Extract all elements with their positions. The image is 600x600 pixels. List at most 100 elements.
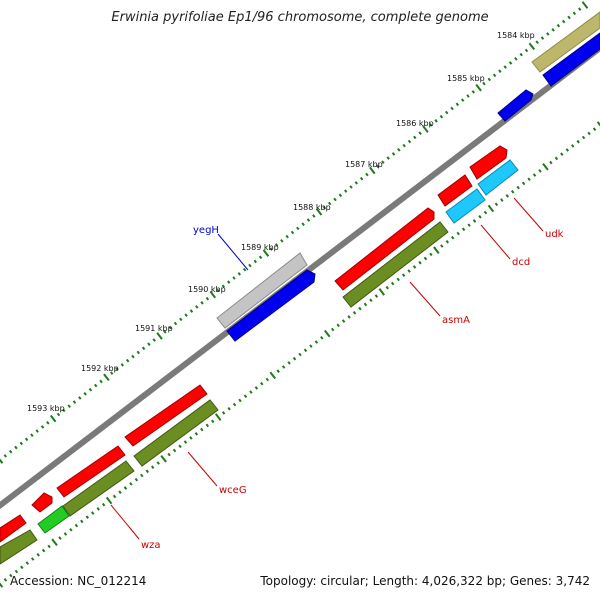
minor-tick [570,144,575,148]
blue-feature[interactable] [497,89,534,122]
major-tick [422,125,429,133]
asma-green[interactable] [342,221,449,308]
minor-tick [407,269,411,273]
gray-feature[interactable] [216,252,308,329]
wceg-gene[interactable] [124,384,208,447]
minor-tick [30,433,34,437]
minor-tick [221,411,226,415]
blue-feature[interactable] [542,32,600,87]
minor-tick [445,110,449,115]
dcd-gene[interactable] [437,174,473,207]
wza-gene[interactable] [56,445,126,498]
minor-tick [72,400,77,404]
minor-tick [532,173,537,177]
minor-tick [338,193,343,198]
red-feature[interactable] [31,492,53,513]
asma-gene[interactable] [334,207,435,291]
asma-label[interactable]: asmA [442,315,470,326]
outer-tick-ring [0,1,589,464]
tick-label: 1586 kbp [396,119,434,128]
minor-tick [189,309,194,313]
udk-gene[interactable] [469,145,508,180]
tick-label: 1587 kbp [345,160,383,169]
minor-tick [519,52,523,57]
minor-tick [287,361,291,365]
minor-tick [386,156,390,160]
minor-tick [556,23,561,28]
wceg-green[interactable] [133,399,219,467]
minor-tick [514,56,518,61]
major-tick [215,413,222,421]
green-feature[interactable] [0,529,38,565]
minor-tick [141,346,146,351]
minor-tick [211,419,215,424]
minor-tick [40,425,45,429]
minor-tick [227,280,231,284]
minor-tick [363,302,368,307]
minor-tick [540,36,545,40]
minor-tick [47,544,51,549]
red-feature[interactable] [0,514,27,543]
minor-tick [216,288,220,293]
wceg-label[interactable]: wceG [219,485,247,496]
tick-label: 1590 kbp [188,285,226,294]
minor-tick [500,198,504,202]
minor-tick [36,552,40,557]
minor-tick [290,230,295,235]
minor-tick [578,7,582,11]
udk-label[interactable]: udk [545,229,564,240]
minor-tick [549,160,553,165]
minor-tick [167,452,171,457]
udk-cyan[interactable] [477,159,519,196]
minor-tick [538,169,542,173]
minor-tick [173,321,178,326]
minor-tick [249,390,253,394]
minor-tick [62,408,66,413]
dcd-label[interactable]: dcd [512,257,530,268]
minor-tick [94,383,98,388]
yegh-gene[interactable] [226,269,316,342]
minor-tick [483,210,488,215]
minor-tick [99,379,103,384]
minor-tick [429,252,433,257]
minor-tick [328,201,332,206]
green-feature[interactable] [37,505,70,534]
minor-tick [115,367,119,371]
minor-tick [391,152,396,156]
minor-tick [110,371,114,375]
minor-tick [183,440,188,444]
minor-tick [429,123,433,127]
minor-tick [572,11,577,16]
minor-tick [508,61,513,65]
dcd-cyan[interactable] [445,188,486,224]
minor-tick [472,219,477,223]
minor-tick [402,143,406,148]
minor-tick [205,296,210,301]
wza-green[interactable] [62,460,135,517]
minor-tick [85,515,90,520]
minor-tick [471,90,475,94]
minor-tick [112,494,117,499]
major-tick [596,121,600,127]
minor-tick [322,205,327,210]
wza-label[interactable]: wza [141,540,161,551]
minor-tick [152,338,156,342]
minor-tick [456,231,460,236]
minor-tick [303,348,308,353]
minor-tick [576,139,580,144]
minor-tick [466,94,470,98]
tick-label: 1593 kbp [27,404,65,413]
minor-tick [450,235,455,240]
minor-tick [140,473,144,478]
minor-tick [35,429,39,433]
minor-tick [134,477,139,482]
yegh-label[interactable]: yegH [193,225,219,236]
minor-tick [221,284,226,289]
minor-tick [168,325,172,330]
minor-tick [418,131,422,136]
olive-feature[interactable] [531,11,600,73]
minor-tick [74,523,79,528]
minor-tick [344,189,348,193]
minor-tick [243,394,248,399]
minor-tick [253,259,257,264]
